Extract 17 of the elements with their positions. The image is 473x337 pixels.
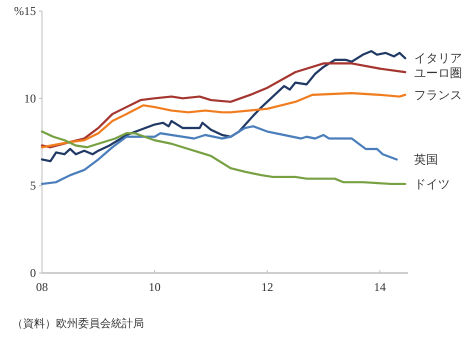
line-series [40, 50, 406, 162]
series-label: ドイツ [414, 176, 450, 191]
y-tick-label: 0 [30, 266, 36, 280]
x-tick-label: 12 [261, 280, 274, 294]
series-label: フランス [414, 88, 462, 102]
y-tick-label: %15 [14, 4, 36, 18]
x-tick-label: 10 [148, 280, 161, 294]
text: （資料）欧州委員会統計局 [12, 317, 144, 330]
line-series [40, 62, 406, 148]
y-tick-label: 10 [24, 91, 36, 106]
y-tick-label: 5 [30, 178, 36, 193]
series-label: ユーロ圏 [414, 66, 462, 80]
x-tick-label: 14 [374, 280, 386, 294]
series-label: 英国 [414, 152, 438, 166]
line-series [40, 92, 406, 148]
x-tick-label: 08 [36, 280, 48, 294]
series-label: イタリア [414, 51, 462, 66]
